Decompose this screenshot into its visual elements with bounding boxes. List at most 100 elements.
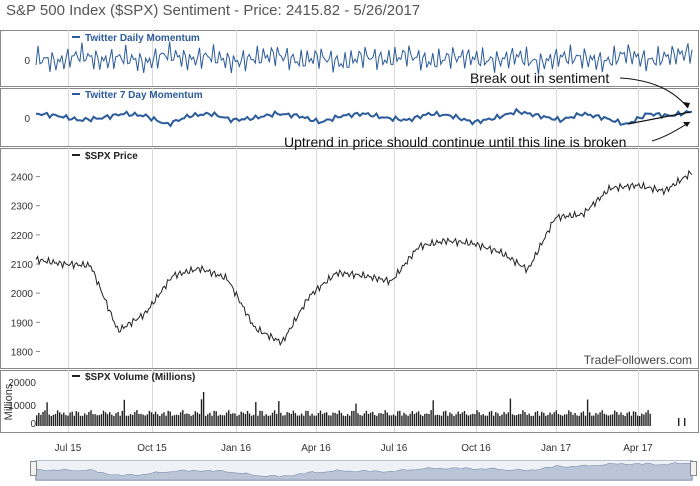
- volume-bar: [340, 412, 343, 426]
- volume-bar: [513, 415, 516, 426]
- volume-bar: [328, 415, 330, 426]
- breakout-arrowhead: [683, 102, 690, 108]
- volume-bar: [518, 414, 520, 426]
- volume-bar: [315, 415, 317, 426]
- x-label: Jan 17: [541, 443, 571, 454]
- volume-bar: [478, 412, 480, 426]
- volume-bar: [618, 414, 620, 426]
- watermark: TradeFollowers.com: [584, 353, 692, 367]
- volume-bar: [589, 412, 591, 426]
- volume-bar: [324, 412, 326, 426]
- volume-bar: [84, 413, 86, 426]
- volume-bar: [386, 412, 388, 426]
- volume-bar: [177, 415, 180, 426]
- volume-bar: [104, 412, 107, 426]
- volume-bar: [134, 412, 136, 426]
- volume-bar: [123, 399, 125, 426]
- navigator-series: [35, 462, 693, 481]
- volume-bar: [493, 415, 495, 426]
- volume-bar: [90, 410, 92, 426]
- price-y-tick: 1900: [11, 318, 34, 329]
- volume-bar: [169, 411, 171, 426]
- volume-bar: [276, 413, 278, 426]
- volume-bar: [495, 412, 497, 426]
- volume-bar: [559, 414, 562, 426]
- volume-bar: [415, 412, 418, 426]
- volume-bar: [140, 413, 142, 426]
- volume-bar: [213, 410, 215, 426]
- volume-bar: [230, 413, 232, 426]
- volume-bar: [634, 411, 637, 426]
- volume-bar: [67, 415, 69, 426]
- volume-bar: [184, 414, 186, 426]
- volume-bar: [482, 414, 484, 426]
- volume-bar: [102, 410, 105, 426]
- volume-bar: [684, 418, 686, 426]
- volume-y-tick-0: 0: [30, 419, 36, 430]
- volume-bar: [205, 415, 207, 426]
- volume-bar: [255, 402, 257, 426]
- volume-bar: [242, 412, 244, 426]
- volume-bar: [265, 414, 267, 426]
- volume-bar: [459, 414, 461, 426]
- volume-bar: [637, 415, 639, 426]
- price-panel: [0, 148, 699, 369]
- volume-bar: [136, 410, 138, 426]
- volume-bar: [472, 413, 474, 426]
- volume-bar: [355, 403, 357, 426]
- volume-bar: [311, 413, 313, 426]
- volume-bar: [363, 413, 365, 426]
- volume-bar: [622, 414, 624, 426]
- volume-bar: [81, 415, 84, 426]
- volume-bar: [351, 411, 353, 426]
- page-title: S&P 500 Index ($SPX) Sentiment - Price: …: [6, 2, 421, 19]
- navigator-left-handle[interactable]: [30, 461, 37, 476]
- volume-bar: [125, 415, 128, 426]
- weekly-momentum-title-text: Twitter 7 Day Momentum: [85, 90, 203, 101]
- volume-bar: [520, 414, 522, 426]
- daily-momentum-title-text: Twitter Daily Momentum: [85, 33, 200, 44]
- volume-bar: [269, 415, 272, 426]
- volume-bars: [36, 392, 686, 426]
- volume-bar: [215, 411, 217, 426]
- navigator-right-handle[interactable]: [690, 461, 697, 476]
- volume-bar: [463, 411, 466, 426]
- volume-bar: [44, 410, 46, 426]
- volume-bar: [388, 415, 390, 426]
- volume-bar: [378, 413, 380, 426]
- volume-bar: [250, 415, 253, 426]
- volume-bar: [678, 418, 680, 426]
- volume-bar: [113, 415, 115, 426]
- volume-bar: [353, 410, 355, 426]
- volume-bar: [609, 414, 612, 426]
- volume-bar: [223, 415, 226, 426]
- volume-bar: [261, 411, 263, 426]
- volume-bar: [501, 414, 503, 426]
- volume-bar: [632, 411, 635, 426]
- volume-bar: [71, 411, 73, 426]
- volume-bar: [503, 412, 505, 426]
- volume-bar: [409, 413, 411, 426]
- x-label: Apr 16: [301, 443, 331, 454]
- volume-bar: [630, 415, 633, 426]
- daily-momentum-y-tick-0: 0: [24, 56, 30, 67]
- volume-bar: [321, 413, 324, 426]
- volume-bar: [578, 415, 580, 426]
- volume-bar: [449, 412, 451, 426]
- volume-bar: [424, 413, 426, 426]
- volume-bar: [511, 414, 514, 426]
- volume-bar: [572, 414, 574, 426]
- volume-bar: [46, 402, 48, 426]
- volume-bar: [288, 412, 290, 426]
- volume-bar: [616, 411, 618, 426]
- volume-bar: [399, 410, 401, 426]
- volume-bar: [161, 413, 163, 426]
- volume-bar: [555, 410, 557, 426]
- x-axis-labels: Jul 15 Oct 15 Jan 16 Apr 16 Jul 16 Oct 16 Jan …: [55, 443, 654, 454]
- volume-bar: [50, 415, 52, 426]
- volume-bar: [238, 414, 240, 426]
- x-label: Oct 15: [137, 443, 167, 454]
- volume-bar: [419, 414, 422, 426]
- volume-bar: [192, 414, 194, 426]
- volume-bar: [643, 414, 645, 426]
